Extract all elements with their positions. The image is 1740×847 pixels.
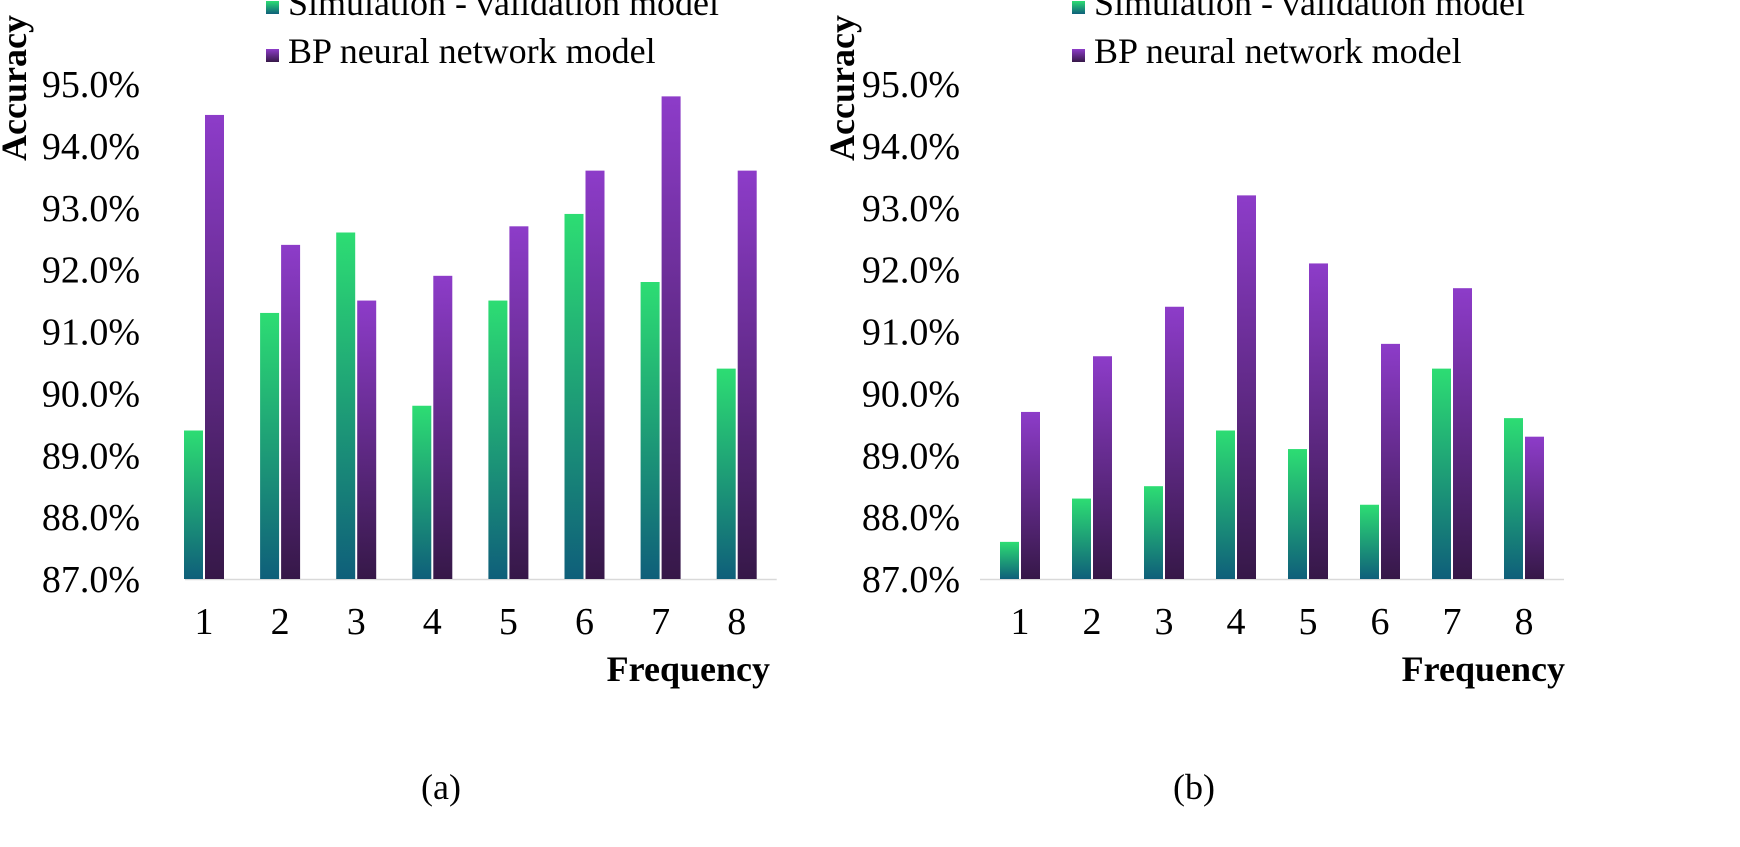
x-tick-label: 4 [1227, 601, 1246, 643]
x-tick-label: 6 [1371, 601, 1390, 643]
y-tick-label: 92.0% [862, 250, 960, 292]
bar-simulation-2 [1072, 498, 1091, 579]
bar-simulation-1 [1000, 541, 1019, 579]
x-tick-label: 4 [423, 601, 442, 643]
bar-bp-6 [1381, 343, 1400, 579]
legend-swatch-bp [1072, 49, 1085, 62]
y-tick-label: 91.0% [42, 312, 140, 354]
x-tick-label: 8 [727, 601, 746, 643]
bar-bp-4 [1237, 195, 1256, 579]
bar-bp-6 [585, 170, 605, 579]
bar-bp-5 [1309, 263, 1328, 579]
y-tick-label: 95.0% [862, 64, 960, 106]
x-tick-label: 1 [195, 601, 214, 643]
y-tick-label: 94.0% [42, 126, 140, 168]
y-tick-label: 87.0% [862, 559, 960, 601]
bar-bp-8 [737, 170, 757, 579]
y-tick-label: 93.0% [862, 188, 960, 230]
x-tick-label: 1 [1011, 601, 1030, 643]
y-tick-label: 94.0% [862, 126, 960, 168]
legend-label-simulation: Simulation - validation model [1094, 0, 1525, 23]
y-tick-label: 93.0% [42, 188, 140, 230]
y-axis-title: Accuracy [0, 15, 34, 161]
bar-simulation-3 [1144, 486, 1163, 579]
bar-bp-5 [509, 226, 529, 579]
bar-bp-7 [1453, 288, 1472, 579]
bar-simulation-8 [1504, 418, 1523, 579]
y-tick-label: 88.0% [862, 497, 960, 539]
y-tick-label: 89.0% [862, 435, 960, 477]
y-tick-label: 92.0% [42, 250, 140, 292]
bar-simulation-5 [1288, 449, 1307, 579]
legend-label-simulation: Simulation - validation model [288, 0, 719, 23]
x-tick-label: 8 [1515, 601, 1534, 643]
bar-simulation-7 [1432, 368, 1451, 579]
bar-simulation-5 [488, 300, 508, 579]
x-tick-label: 5 [1299, 601, 1318, 643]
y-tick-label: 95.0% [42, 64, 140, 106]
panel-label: (b) [1173, 767, 1215, 807]
x-tick-label: 7 [1443, 601, 1462, 643]
bar-simulation-6 [564, 213, 584, 579]
bar-bp-4 [433, 275, 453, 579]
panel-b: 87.0% 88.0% 89.0% 90.0% 91.0% 92.0% 93.0% 94.0%… [822, 0, 1565, 807]
bar-bp-1 [205, 114, 224, 579]
bar-bp-8 [1525, 436, 1544, 579]
bar-bp-1 [1021, 411, 1040, 579]
legend-swatch-bp [266, 49, 279, 62]
legend-label-bp: BP neural network model [1094, 31, 1462, 71]
x-tick-label: 2 [1083, 601, 1102, 643]
panel-a: 87.0% 88.0% 89.0% 90.0% 91.0% 92.0% 93.0% 94.0%… [0, 0, 777, 807]
x-tick-label: 6 [575, 601, 594, 643]
x-tick-label: 3 [1155, 601, 1174, 643]
bar-simulation-2 [260, 312, 280, 579]
y-tick-label: 90.0% [42, 373, 140, 415]
y-tick-label: 90.0% [862, 373, 960, 415]
x-axis-title: Frequency [1402, 649, 1565, 689]
bar-simulation-1 [184, 430, 203, 579]
bar-bp-3 [1165, 306, 1184, 579]
x-axis-title: Frequency [607, 649, 770, 689]
x-tick-label: 7 [651, 601, 670, 643]
bar-simulation-6 [1360, 504, 1379, 579]
x-tick-label: 2 [271, 601, 290, 643]
legend-swatch-simulation [1072, 1, 1085, 14]
bar-simulation-7 [640, 282, 660, 579]
bar-simulation-8 [716, 368, 736, 579]
bar-bp-3 [357, 300, 377, 579]
y-tick-label: 87.0% [42, 559, 140, 601]
bar-simulation-4 [412, 405, 432, 579]
y-tick-label: 89.0% [42, 435, 140, 477]
bar-simulation-4 [1216, 430, 1235, 579]
y-tick-label: 91.0% [862, 312, 960, 354]
legend-label-bp: BP neural network model [288, 31, 656, 71]
panel-label: (a) [421, 767, 461, 807]
bar-bp-2 [281, 244, 301, 579]
x-tick-label: 3 [347, 601, 366, 643]
bar-bp-2 [1093, 356, 1112, 579]
legend-swatch-simulation [266, 1, 279, 14]
y-tick-label: 88.0% [42, 497, 140, 539]
bar-simulation-3 [336, 232, 356, 579]
x-tick-label: 5 [499, 601, 518, 643]
bar-bp-7 [661, 96, 681, 579]
y-axis-title: Accuracy [822, 15, 862, 161]
